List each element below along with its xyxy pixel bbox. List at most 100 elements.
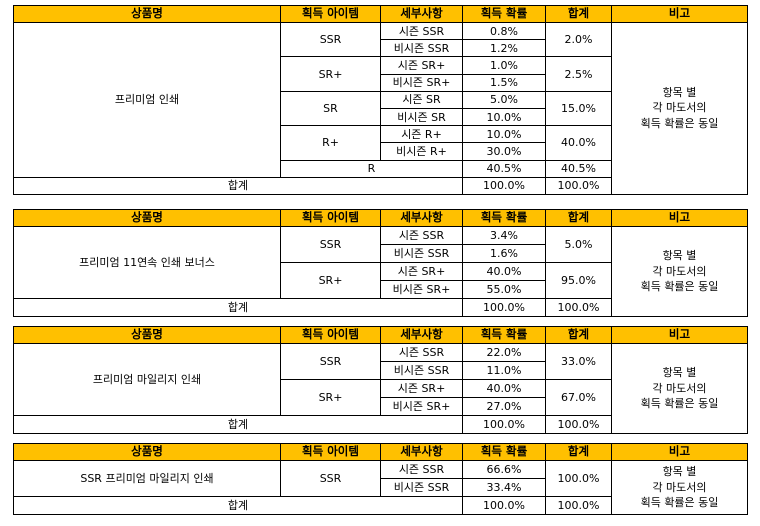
rate-cell: 1.0% [462, 56, 546, 75]
note-line: 획득 확률은 동일 [640, 397, 719, 411]
table-row: R+ 시즌 R+ 10.0% 40.0% [14, 125, 748, 161]
item-grade: SSR [280, 21, 381, 58]
table-row: SR+ 시즌 SR+ 1.0% 2.5% [14, 56, 748, 92]
detail-cell: 비시즌 SSR [380, 39, 463, 58]
detail-cell: 시즌 SR+ [380, 262, 463, 281]
rate-cell: 40.0% [462, 379, 546, 398]
table-row: 비시즌 R+ 30.0% [14, 142, 748, 161]
detail-cell: 비시즌 SSR [380, 478, 463, 497]
total-rate: 100.0% [462, 415, 546, 434]
header-sum: 합계 [545, 326, 612, 344]
note-line: 항목 별 [662, 365, 697, 379]
rate-cell: 66.6% [462, 460, 546, 479]
note-line: 각 마도서의 [652, 101, 707, 115]
detail-cell: 비시즌 SR+ [380, 397, 463, 416]
sum-cell: 40.0% [545, 125, 612, 161]
rate-table: 상품명 획득 아이템 세부사항 획득 확률 합계 비고 SSR 프리미엄 마일리지 인쇄 SS… [13, 443, 748, 515]
rate-cell: 30.0% [462, 142, 546, 161]
rate-cell: 1.5% [462, 73, 546, 92]
header-item: 획득 아이템 [280, 326, 381, 344]
total-label: 합계 [13, 415, 463, 434]
sum-cell: 2.5% [545, 56, 612, 92]
table-row: SR+ 시즌 SR+ 40.0% 67.0% [14, 379, 748, 416]
rate-cell: 3.4% [462, 226, 546, 245]
sum-cell: 2.0% [545, 21, 612, 58]
note-line: 각 마도서의 [652, 381, 707, 395]
detail-cell: 비시즌 SR [380, 107, 463, 127]
rate-cell: 0.8% [462, 21, 546, 41]
total-rate: 100.0% [462, 496, 546, 515]
product-name: 프리미엄 인쇄 [13, 22, 281, 178]
table-row: 비시즌 SSR 33.4% [14, 478, 748, 497]
rate-table: 상품명 획득 아이템 세부사항 획득 확률 합계 비고 프리미엄 인쇄 SSR 시즌 SSR 0.… [13, 5, 748, 195]
table-header-row: 상품명 획득 아이템 세부사항 획득 확률 합계 비고 [13, 5, 748, 23]
total-label: 합계 [13, 176, 463, 195]
table-header-row: 상품명 획득 아이템 세부사항 획득 확률 합계 비고 [13, 326, 748, 344]
header-detail: 세부사항 [380, 326, 463, 344]
rate-cell: 27.0% [462, 397, 546, 416]
item-grade: SR+ [280, 379, 381, 416]
rate-cell: 22.0% [462, 343, 546, 362]
note-line: 항목 별 [662, 464, 697, 478]
sum-cell: 5.0% [545, 226, 612, 263]
total-row: 합계 100.0% 100.0% [13, 298, 748, 317]
table-row: SR+ 시즌 SR+ 40.0% 95.0% [14, 262, 748, 299]
product-name: 프리미엄 11연속 인쇄 보너스 [13, 226, 281, 299]
total-row: 합계 100.0% 100.0% [13, 176, 748, 195]
detail-cell: 비시즌 SR+ [380, 73, 463, 92]
total-row: 합계 100.0% 100.0% [13, 496, 748, 515]
detail-cell: 시즌 SSR [380, 460, 463, 479]
sum-cell: 33.0% [545, 343, 612, 380]
product-name: 프리미엄 마일리지 인쇄 [13, 343, 281, 416]
detail-cell: 시즌 SSR [380, 21, 463, 41]
total-sum: 100.0% [545, 176, 612, 195]
total-label: 합계 [13, 298, 463, 317]
header-note: 비고 [611, 326, 748, 344]
detail-cell: 비시즌 SSR [380, 361, 463, 380]
item-grade: SR+ [280, 56, 381, 92]
rate-table: 상품명 획득 아이템 세부사항 획득 확률 합계 비고 프리미엄 마일리지 인쇄 SSR 시즌 … [13, 326, 748, 434]
item-grade: SR+ [280, 262, 381, 299]
header-item: 획득 아이템 [280, 5, 381, 23]
header-note: 비고 [611, 209, 748, 227]
rate-cell: 1.6% [462, 244, 546, 263]
header-detail: 세부사항 [380, 209, 463, 227]
product-name: SSR 프리미엄 마일리지 인쇄 [13, 460, 281, 497]
rate-cell: 55.0% [462, 280, 546, 299]
header-item: 획득 아이템 [280, 209, 381, 227]
note-line: 항목 별 [662, 248, 697, 262]
table-row: 비시즌 SR+ 55.0% [14, 280, 748, 299]
sum-cell: 95.0% [545, 262, 612, 299]
detail-cell: 시즌 SSR [380, 343, 463, 362]
note-line: 획득 확률은 동일 [640, 496, 719, 510]
rate-cell: 1.2% [462, 39, 546, 58]
rate-table: 상품명 획득 아이템 세부사항 획득 확률 합계 비고 프리미엄 11연속 인쇄 보너스 SS… [13, 209, 748, 317]
rate-cell: 33.4% [462, 478, 546, 497]
item-grade: R+ [280, 125, 381, 161]
header-rate: 획득 확률 [462, 5, 546, 23]
header-sum: 합계 [545, 209, 612, 227]
item-grade: R [280, 159, 463, 178]
detail-cell: 비시즌 SR+ [380, 280, 463, 299]
header-detail: 세부사항 [380, 443, 463, 461]
item-grade: SR [280, 90, 381, 127]
sum-cell: 100.0% [545, 460, 612, 497]
header-rate: 획득 확률 [462, 443, 546, 461]
rate-cell: 10.0% [462, 125, 546, 144]
header-sum: 합계 [545, 443, 612, 461]
detail-cell: 시즌 SR+ [380, 56, 463, 75]
rate-cell: 11.0% [462, 361, 546, 380]
total-rate: 100.0% [462, 176, 546, 195]
header-sum: 합계 [545, 5, 612, 23]
total-label: 합계 [13, 496, 463, 515]
header-product: 상품명 [13, 443, 281, 461]
detail-cell: 시즌 SR+ [380, 379, 463, 398]
sum-cell: 40.5% [545, 159, 612, 178]
sum-cell: 15.0% [545, 90, 612, 127]
note-line: 각 마도서의 [652, 264, 707, 278]
